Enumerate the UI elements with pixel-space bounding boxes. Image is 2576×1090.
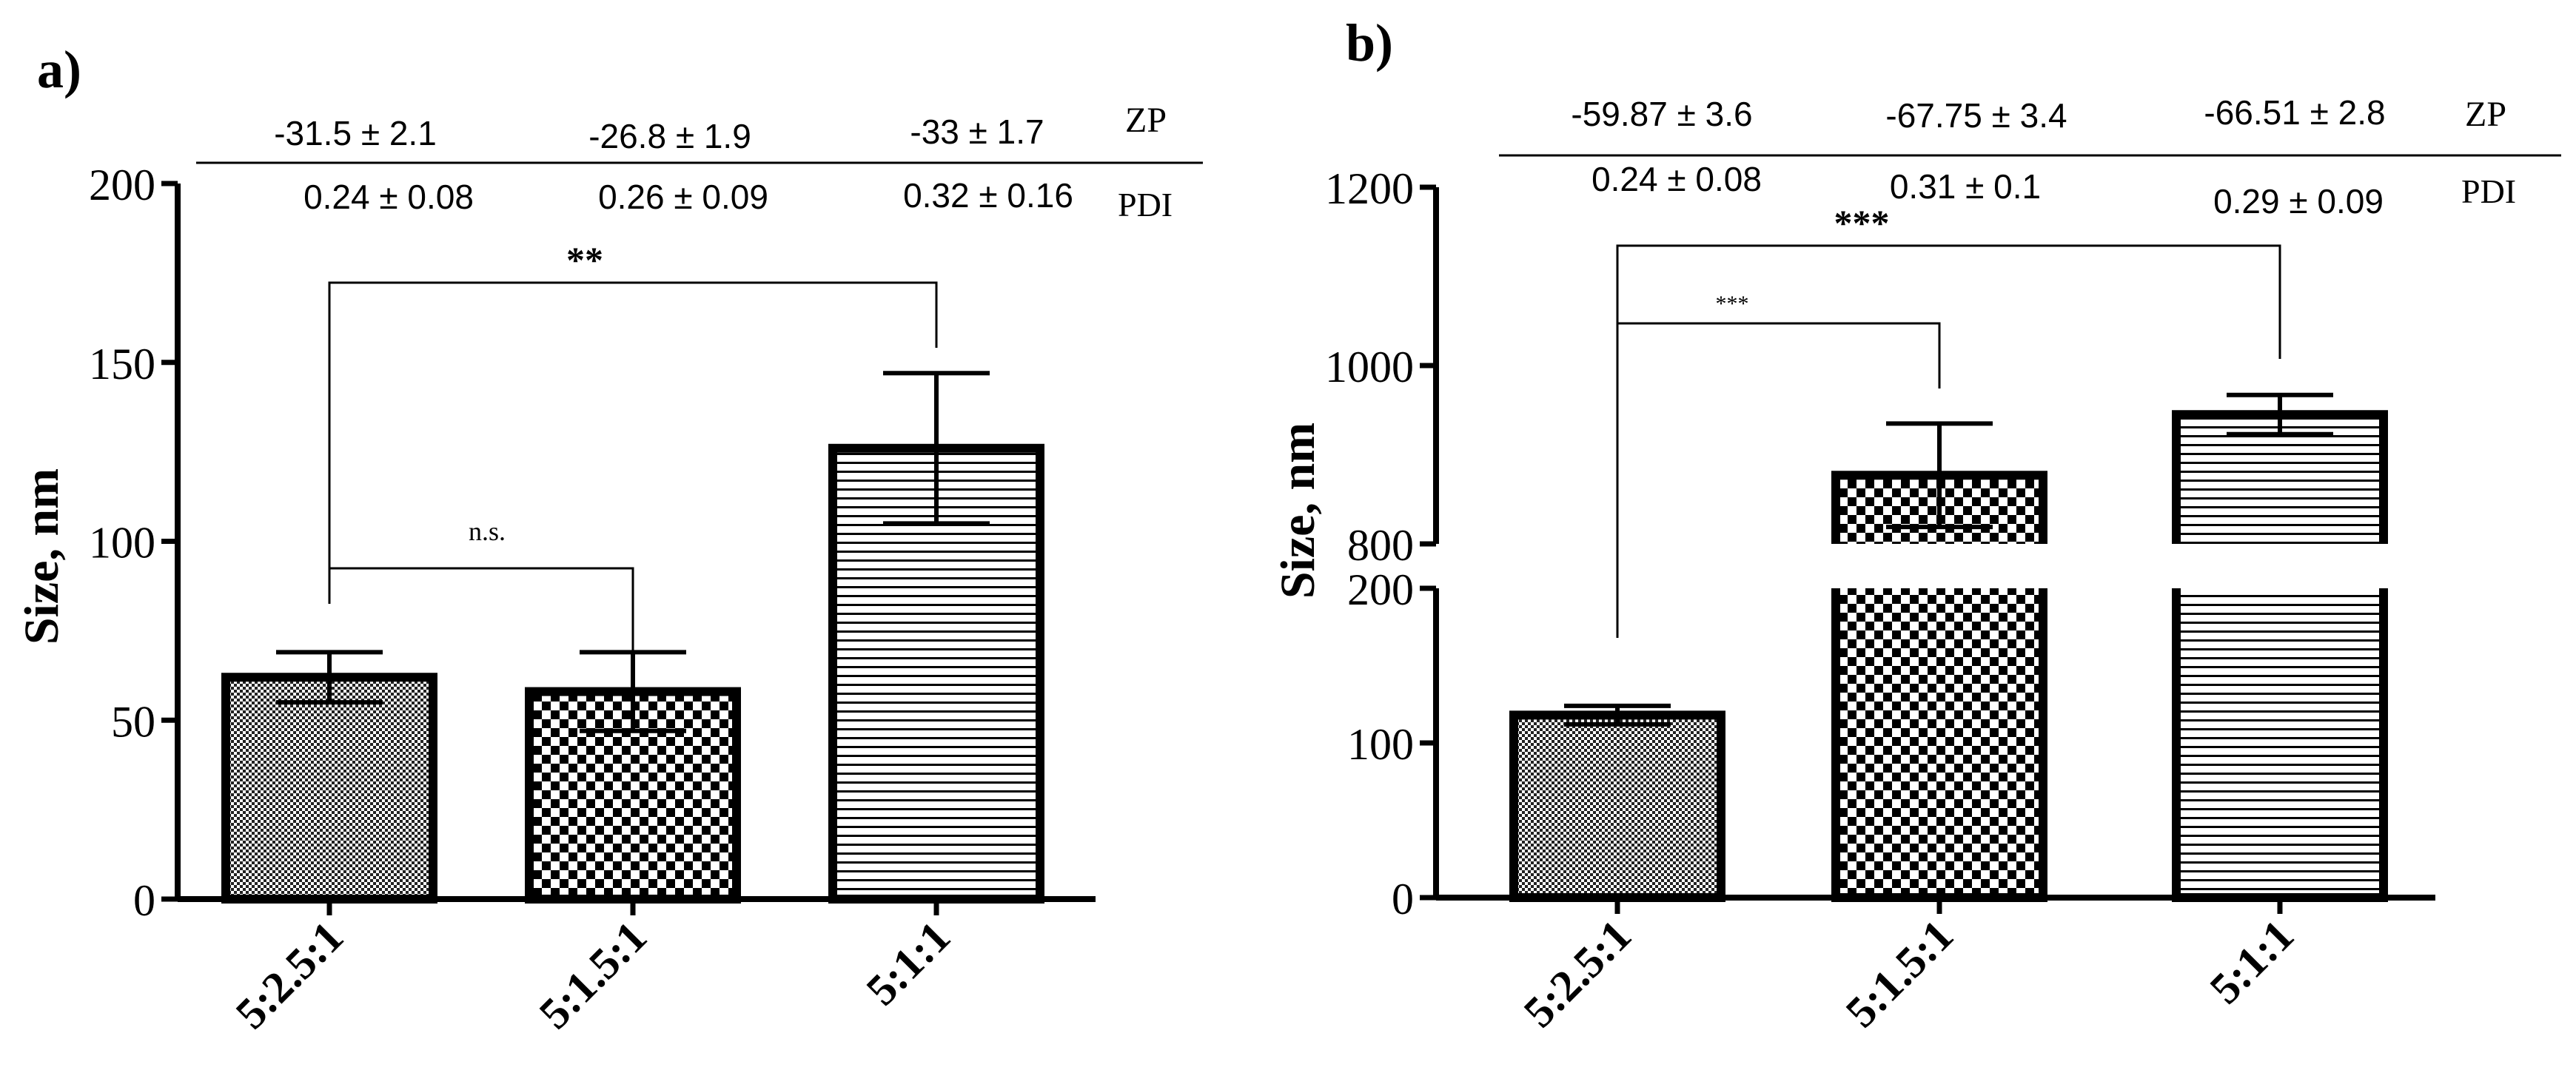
panel-b-pdi-label: PDI — [2461, 172, 2516, 210]
panel-a-zp-value-2: -26.8 ± 1.9 — [588, 117, 751, 155]
panel-b-x-tick-label: 5:1.5:1 — [1837, 911, 1962, 1037]
panel-b: b) -59.87 ± 3.6 -67.75 ± 3.4 -66.51 ± 2.… — [1271, 13, 2561, 1037]
panel-b-bar-3-lower — [2176, 588, 2384, 898]
panel-b-y-tick-label: 1200 — [1325, 164, 1414, 213]
panel-b-x-tick-label: 5:2.5:1 — [1515, 911, 1640, 1037]
panel-a-pdi-label: PDI — [1118, 186, 1173, 223]
panel-b-significance-bracket-2 — [1616, 244, 2281, 638]
panel-b-y-tick-label: 100 — [1347, 720, 1414, 769]
panel-a-zp-value-3: -33 ± 1.7 — [910, 112, 1044, 151]
panel-b-zp-pdi-table: -59.87 ± 3.6 -67.75 ± 3.4 -66.51 ± 2.8 Z… — [1499, 93, 2561, 221]
panel-a-bar-1 — [226, 677, 433, 899]
panel-b-bar-2-lower — [1836, 588, 2043, 898]
panel-a-label: a) — [37, 40, 81, 99]
panel-a-y-tick-label: 50 — [111, 697, 155, 746]
panel-b-bar-1 — [1514, 715, 1721, 898]
panel-b-zp-value-3: -66.51 ± 2.8 — [2204, 93, 2385, 132]
panel-b-pdi-value-1: 0.24 ± 0.08 — [1591, 160, 1762, 198]
panel-b-label: b) — [1346, 13, 1393, 73]
panel-a-x-tick-label: 5:1:1 — [857, 912, 960, 1015]
panel-b-significance-label-1: *** — [1716, 292, 1749, 316]
panel-a-significance-bracket-1 — [328, 567, 634, 659]
panel-a: a) -31.5 ± 2.1 -26.8 ± 1.9 -33 ± 1.7 ZP … — [15, 40, 1203, 1038]
panel-a-y-tick-label: 0 — [133, 876, 155, 925]
panel-a-significance-label-2: ** — [566, 239, 603, 280]
panel-b-y-axis-title: Size, nm — [1271, 423, 1325, 599]
panel-a-zp-value-1: -31.5 ± 2.1 — [274, 114, 437, 152]
panel-b-y-tick-label: 0 — [1392, 875, 1414, 924]
panel-a-pdi-value-1: 0.24 ± 0.08 — [303, 178, 474, 216]
panel-b-y-tick-label: 200 — [1347, 565, 1414, 614]
panel-a-x-tick-label: 5:2.5:1 — [227, 912, 352, 1038]
panel-a-x-tick-label: 5:1.5:1 — [530, 912, 656, 1038]
panel-a-y-tick-label: 200 — [89, 161, 155, 209]
panel-a-plot: 0 50 100 150 200 5:2.5:1 5:1.5:1 5:1:1 n.s. ** — [89, 161, 1096, 1038]
panel-b-y-tick-label: 1000 — [1325, 343, 1414, 391]
panel-a-significance-bracket-2 — [328, 281, 938, 604]
panel-a-y-axis-title: Size, nm — [15, 468, 69, 645]
panel-b-significance-label-2: *** — [1834, 202, 1890, 243]
panel-a-y-tick-label: 150 — [89, 340, 155, 388]
panel-a-pdi-value-3: 0.32 ± 0.16 — [903, 176, 1073, 215]
panel-a-significance-label-1: n.s. — [469, 517, 506, 546]
panel-a-zp-label: ZP — [1125, 101, 1167, 140]
panel-b-pdi-value-2: 0.31 ± 0.1 — [1890, 167, 2041, 206]
panel-b-zp-value-2: -67.75 ± 3.4 — [1885, 96, 2067, 135]
panel-b-pdi-value-3: 0.29 ± 0.09 — [2213, 182, 2384, 221]
panel-b-x-tick-label: 5:1:1 — [2201, 911, 2304, 1014]
panel-b-zp-label: ZP — [2465, 95, 2506, 134]
panel-a-zp-pdi-table: -31.5 ± 2.1 -26.8 ± 1.9 -33 ± 1.7 ZP 0.2… — [196, 101, 1203, 223]
panel-b-zp-value-1: -59.87 ± 3.6 — [1571, 95, 1752, 133]
panel-b-y-tick-label: 800 — [1347, 521, 1414, 570]
panel-a-pdi-value-2: 0.26 ± 0.09 — [598, 178, 768, 216]
panel-a-y-tick-label: 100 — [89, 519, 155, 568]
